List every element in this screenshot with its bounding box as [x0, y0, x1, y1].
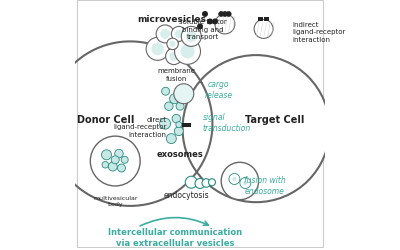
Circle shape: [226, 12, 231, 18]
Text: microvesicles: microvesicles: [137, 16, 206, 24]
Text: membrane
fusion: membrane fusion: [157, 68, 195, 81]
Text: soluble factor
binding and
transport: soluble factor binding and transport: [179, 19, 226, 40]
Circle shape: [181, 27, 201, 47]
Circle shape: [166, 134, 176, 144]
Circle shape: [212, 19, 218, 25]
Circle shape: [176, 122, 182, 128]
Circle shape: [151, 44, 164, 56]
Text: fusion with
endosome: fusion with endosome: [244, 175, 286, 195]
Circle shape: [160, 30, 170, 40]
Circle shape: [180, 45, 195, 59]
Circle shape: [185, 176, 197, 188]
Circle shape: [108, 162, 117, 171]
Circle shape: [202, 12, 208, 18]
Circle shape: [219, 12, 224, 18]
Text: Donor Cell: Donor Cell: [76, 114, 134, 124]
Circle shape: [118, 164, 126, 172]
Circle shape: [254, 20, 273, 39]
Circle shape: [176, 103, 184, 111]
FancyBboxPatch shape: [76, 1, 324, 247]
Circle shape: [221, 163, 258, 200]
FancyBboxPatch shape: [182, 123, 191, 127]
Text: direct
ligand-receptor
interaction: direct ligand-receptor interaction: [113, 116, 166, 137]
Text: multivesicular
body: multivesicular body: [93, 195, 138, 206]
Text: cargo
release: cargo release: [205, 80, 233, 100]
Circle shape: [102, 150, 112, 160]
Circle shape: [240, 178, 251, 189]
Circle shape: [115, 150, 123, 158]
Circle shape: [164, 102, 173, 111]
Text: Target Cell: Target Cell: [245, 114, 304, 124]
Circle shape: [222, 12, 228, 18]
FancyBboxPatch shape: [264, 18, 269, 22]
Circle shape: [207, 19, 213, 25]
Circle shape: [202, 179, 210, 188]
Circle shape: [208, 179, 216, 186]
Circle shape: [170, 94, 180, 104]
Circle shape: [167, 39, 178, 50]
Text: endocytosis: endocytosis: [164, 190, 209, 200]
Circle shape: [244, 181, 247, 185]
Circle shape: [175, 31, 183, 39]
Circle shape: [174, 39, 200, 65]
FancyBboxPatch shape: [258, 18, 263, 22]
Text: Intercellular communication
via extracellular vesicles: Intercellular communication via extracel…: [108, 227, 242, 248]
Circle shape: [111, 156, 119, 164]
Circle shape: [170, 42, 176, 48]
Circle shape: [174, 127, 183, 136]
Circle shape: [215, 15, 235, 35]
Circle shape: [102, 162, 108, 168]
Circle shape: [171, 27, 186, 42]
Circle shape: [174, 84, 194, 104]
Text: indirect
ligand-receptor
interaction: indirect ligand-receptor interaction: [292, 22, 346, 43]
Circle shape: [90, 136, 140, 186]
Circle shape: [160, 119, 170, 130]
Circle shape: [166, 49, 182, 65]
Circle shape: [182, 56, 330, 202]
Circle shape: [197, 24, 203, 30]
Text: exosomes: exosomes: [157, 150, 204, 158]
Circle shape: [121, 157, 128, 164]
Circle shape: [156, 26, 174, 44]
Text: signal
transduction: signal transduction: [202, 113, 251, 133]
Circle shape: [195, 179, 205, 189]
Circle shape: [162, 88, 170, 96]
Circle shape: [169, 52, 178, 62]
FancyArrowPatch shape: [140, 218, 208, 226]
Circle shape: [172, 115, 180, 124]
Circle shape: [232, 177, 236, 181]
Circle shape: [186, 32, 197, 43]
Circle shape: [229, 174, 240, 185]
Circle shape: [146, 38, 169, 61]
